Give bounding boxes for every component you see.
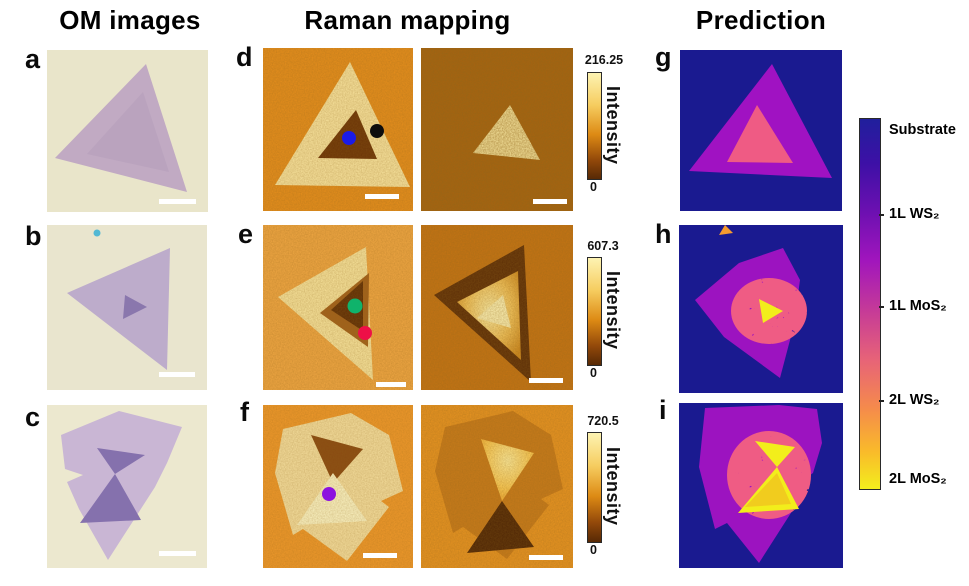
prediction-1l-mos2-region	[727, 105, 793, 163]
scale-bar	[159, 372, 195, 377]
colorbar-f-max: 720.5	[587, 414, 619, 428]
panel-f-raman-map-1	[263, 405, 413, 568]
scale-bar	[365, 194, 399, 199]
panel-c-om-image	[47, 405, 207, 568]
panel-label-h: h	[655, 219, 672, 249]
panel-a-om-image	[47, 50, 208, 212]
panel-i-prediction-map	[679, 403, 843, 568]
legend-label-1l-ws2: 1L WS₂	[889, 206, 940, 222]
green-dot	[347, 298, 363, 314]
panel-e-raman-map-1	[263, 225, 413, 390]
colorbar-d	[587, 72, 602, 180]
panel-label-b: b	[25, 221, 42, 251]
black-dot	[370, 124, 384, 138]
scale-bar	[529, 555, 563, 560]
noise-overlay	[263, 405, 413, 568]
noise-overlay	[421, 48, 573, 211]
scale-bar	[376, 382, 406, 387]
om-speck-b	[93, 229, 101, 237]
legend-label-substrate: Substrate	[889, 122, 956, 138]
colorbar-f-label: Intensity	[603, 447, 623, 526]
scale-bar	[159, 551, 196, 556]
prediction-bowtie-shade	[745, 473, 791, 507]
panel-d-raman-map-1	[263, 48, 413, 211]
panel-g-prediction-map	[680, 50, 842, 211]
om-flake-a-shade	[87, 92, 169, 172]
panel-label-i: i	[659, 395, 667, 425]
colorbar-e-max: 607.3	[587, 239, 619, 253]
scale-bar	[533, 199, 567, 204]
colorbar-d-min: 0	[590, 180, 597, 194]
scale-bar	[159, 199, 196, 204]
legend-colorbar	[859, 118, 881, 490]
panel-label-e: e	[238, 219, 254, 249]
colorbar-e	[587, 257, 602, 366]
om-inner-triangle-b	[123, 295, 147, 319]
om-flake-b	[67, 248, 170, 370]
colorbar-d-label: Intensity	[603, 85, 623, 165]
colorbar-e-min: 0	[590, 366, 597, 380]
legend-tick	[879, 214, 884, 216]
om-bowtie-top-c	[97, 448, 145, 474]
prediction-2l-mos2-region	[759, 299, 783, 323]
scale-bar	[529, 378, 563, 383]
noise-overlay	[263, 225, 413, 390]
panel-e-raman-map-2	[421, 225, 573, 390]
panel-label-f: f	[240, 397, 249, 427]
noise-overlay	[421, 225, 573, 390]
prediction-speck	[719, 225, 733, 235]
scale-bar	[363, 553, 397, 558]
panel-h-prediction-map	[679, 225, 843, 393]
panel-label-a: a	[25, 44, 41, 74]
column-header-prediction: Prediction	[695, 5, 827, 35]
panel-label-c: c	[25, 402, 41, 432]
noise-overlay	[421, 405, 573, 568]
legend-tick	[879, 306, 884, 308]
prediction-2l-mos2-bowtie-top	[755, 441, 795, 467]
column-header-raman: Raman mapping	[304, 5, 511, 35]
panel-label-d: d	[236, 42, 253, 72]
colorbar-f-min: 0	[590, 543, 597, 557]
panel-label-g: g	[655, 42, 672, 72]
column-header-om: OM images	[59, 5, 201, 35]
blue-dot	[342, 131, 356, 145]
om-flake-a	[55, 64, 187, 192]
noise-overlay	[263, 48, 413, 211]
panel-b-om-image	[47, 225, 207, 390]
legend-label-2l-mos2: 2L MoS₂	[889, 471, 947, 487]
legend-tick	[879, 400, 884, 402]
red-dot	[358, 326, 372, 340]
purple-dot	[322, 487, 336, 501]
legend-label-2l-ws2: 2L WS₂	[889, 392, 940, 408]
panel-d-raman-map-2	[421, 48, 573, 211]
panel-f-raman-map-2	[421, 405, 573, 568]
legend-label-1l-mos2: 1L MoS₂	[889, 298, 947, 314]
colorbar-d-max: 216.25	[584, 53, 624, 67]
colorbar-e-label: Intensity	[603, 271, 623, 350]
colorbar-f	[587, 432, 602, 543]
om-bowtie-bottom-c	[80, 474, 141, 523]
